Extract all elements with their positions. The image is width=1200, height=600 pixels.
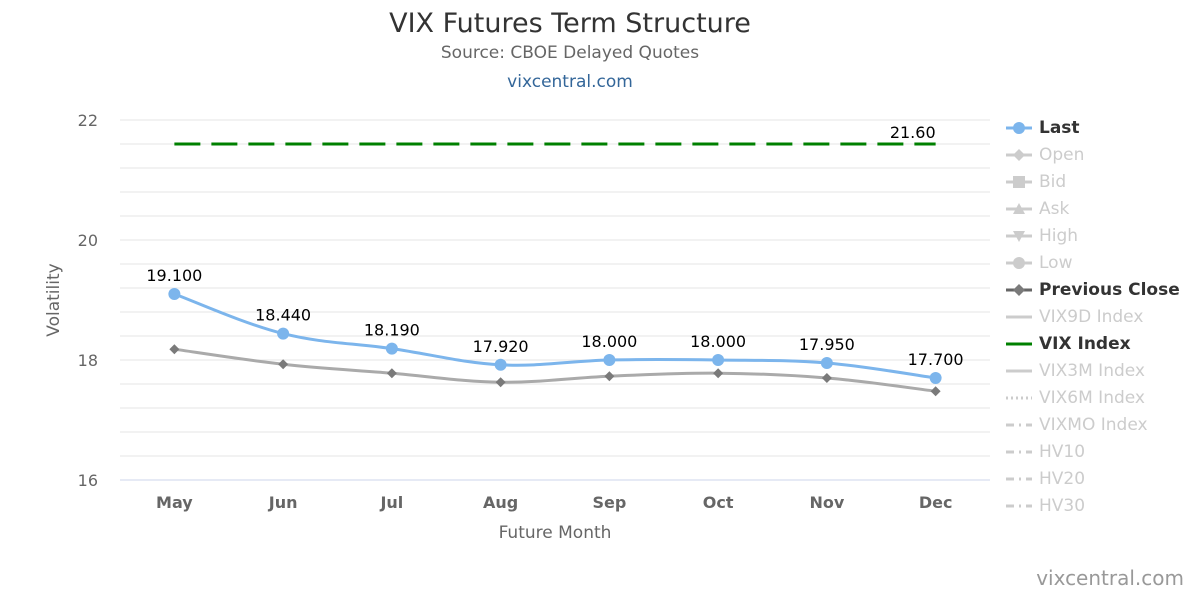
last-data-label: 18.440 <box>255 306 311 325</box>
last-data-label: 17.920 <box>473 337 529 356</box>
triangle-down-line-icon <box>1006 230 1032 242</box>
x-tick-label: Jun <box>268 493 298 512</box>
legend-item-previous-close[interactable]: Previous Close <box>1005 276 1195 303</box>
diamond-line-icon <box>1006 283 1032 296</box>
last-data-label: 18.000 <box>690 332 746 351</box>
solid-line-icon <box>1006 369 1032 372</box>
legend-label: HV30 <box>1039 495 1086 516</box>
y-tick-label: 22 <box>78 111 98 130</box>
x-tick-label: May <box>156 493 193 512</box>
legend-label: Last <box>1039 117 1080 138</box>
legend-label: Bid <box>1039 171 1067 192</box>
legend-item-last[interactable]: Last <box>1005 114 1195 141</box>
last-point[interactable] <box>494 358 507 371</box>
y-axis-ticks: 16 18 20 22 <box>78 111 98 490</box>
legend-item-ask[interactable]: Ask <box>1005 195 1195 222</box>
legend-label: VIX3M Index <box>1039 360 1145 381</box>
diamond-line-icon <box>1006 148 1032 161</box>
series-line-last[interactable] <box>173 292 936 380</box>
dotted-line-icon <box>1006 396 1032 399</box>
legend-label: Previous Close <box>1039 279 1180 300</box>
legend-label: HV10 <box>1039 441 1086 462</box>
legend-item-vix9d-index[interactable]: VIX9D Index <box>1005 303 1195 330</box>
legend-item-hv10[interactable]: HV10 <box>1005 438 1195 465</box>
x-tick-label: Dec <box>919 493 953 512</box>
last-point[interactable] <box>820 357 833 369</box>
x-axis-ticks: May Jun Jul Aug Sep Oct Nov Dec <box>156 493 952 512</box>
legend-label: VIX Index <box>1039 333 1131 354</box>
line-chart: 16 18 20 22 May Jun Jul Aug Sep Oct Nov Dec Volati… <box>44 111 990 543</box>
y-tick-label: 18 <box>78 351 98 370</box>
x-tick-label: Jul <box>379 493 403 512</box>
circle-line-icon <box>1006 121 1032 134</box>
legend-label: VIX6M Index <box>1039 387 1145 408</box>
last-data-label: 19.100 <box>146 266 202 285</box>
x-tick-label: Aug <box>483 493 518 512</box>
dash-dot-line-icon <box>1006 477 1032 480</box>
legend-item-vix6m-index[interactable]: VIX6M Index <box>1005 384 1195 411</box>
last-point[interactable] <box>712 354 725 366</box>
solid-line-icon <box>1006 342 1032 345</box>
last-data-label: 17.950 <box>799 335 855 354</box>
previous-close-point[interactable] <box>169 344 180 355</box>
x-axis-label: Future Month <box>499 523 612 543</box>
x-tick-label: Oct <box>703 493 734 512</box>
square-line-icon <box>1006 175 1032 188</box>
series-line-previous-close[interactable] <box>174 347 936 393</box>
legend-item-hv30[interactable]: HV30 <box>1005 492 1195 519</box>
last-data-label: 17.700 <box>908 350 964 369</box>
dash-dot-line-icon <box>1006 504 1032 507</box>
y-tick-label: 16 <box>78 471 98 490</box>
previous-close-point[interactable] <box>278 359 289 370</box>
legend-label: VIXMO Index <box>1039 414 1148 435</box>
legend-item-vix3m-index[interactable]: VIX3M Index <box>1005 357 1195 384</box>
dash-dot-line-icon <box>1006 450 1032 453</box>
legend-label: Ask <box>1039 198 1070 219</box>
legend-label: Low <box>1039 252 1073 273</box>
previous-close-point[interactable] <box>930 386 941 397</box>
chart-legend: Last Open Bid Ask High Low Previous Close VIX9D… <box>1005 114 1195 519</box>
last-point[interactable] <box>929 372 942 384</box>
legend-item-high[interactable]: High <box>1005 222 1195 249</box>
dash-dot-line-icon <box>1006 423 1032 426</box>
previous-close-point[interactable] <box>713 368 724 379</box>
triangle-line-icon <box>1006 202 1032 214</box>
legend-item-hv20[interactable]: HV20 <box>1005 465 1195 492</box>
y-axis-label: Volatility <box>44 263 64 336</box>
legend-item-bid[interactable]: Bid <box>1005 168 1195 195</box>
legend-label: VIX9D Index <box>1039 306 1144 327</box>
legend-item-vixmo-index[interactable]: VIXMO Index <box>1005 411 1195 438</box>
x-tick-label: Nov <box>809 493 844 512</box>
chart-subtitle: Source: CBOE Delayed Quotes <box>440 43 700 63</box>
legend-label: Open <box>1039 144 1085 165</box>
y-tick-label: 20 <box>78 231 98 250</box>
previous-close-point[interactable] <box>495 377 506 388</box>
circle-line-icon <box>1006 256 1032 269</box>
last-point[interactable] <box>168 288 181 300</box>
previous-close-point[interactable] <box>604 371 615 382</box>
last-data-label: 18.190 <box>364 321 420 340</box>
subtitle-link[interactable]: vixcentral.com <box>507 72 633 92</box>
legend-item-open[interactable]: Open <box>1005 141 1195 168</box>
chart-title: VIX Futures Term Structure <box>389 8 751 39</box>
legend-item-low[interactable]: Low <box>1005 249 1195 276</box>
last-point[interactable] <box>277 327 290 340</box>
last-point[interactable] <box>385 342 398 355</box>
grid-lines <box>120 119 990 481</box>
last-data-label: 18.000 <box>581 332 637 351</box>
legend-label: HV20 <box>1039 468 1086 489</box>
credit-link[interactable]: vixcentral.com <box>1036 566 1184 590</box>
x-tick-label: Sep <box>592 493 626 512</box>
previous-close-point[interactable] <box>386 368 397 379</box>
vix-index-value-label: 21.60 <box>890 123 936 142</box>
solid-line-icon <box>1006 315 1032 318</box>
legend-label: High <box>1039 225 1079 246</box>
legend-item-vix-index[interactable]: VIX Index <box>1005 330 1195 357</box>
last-point[interactable] <box>603 354 616 366</box>
series-layer: 21.60 19.100 18.440 18.190 17.920 18.000 18.00… <box>146 123 964 397</box>
previous-close-point[interactable] <box>821 373 832 383</box>
